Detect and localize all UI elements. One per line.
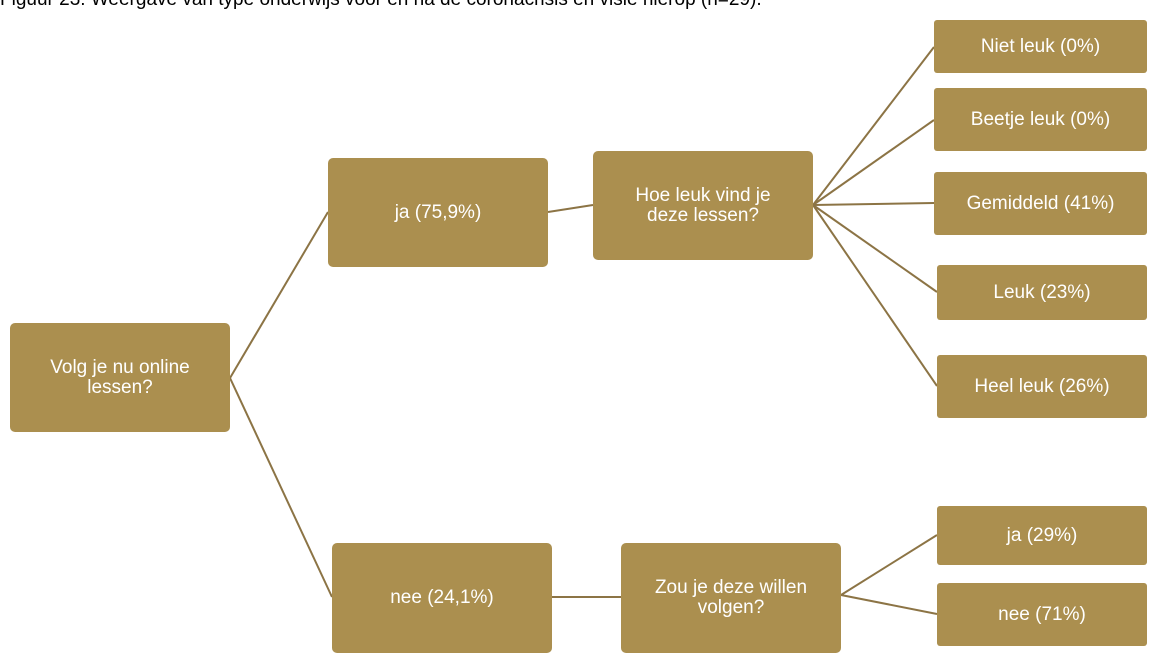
answer-node: ja (75,9%): [328, 158, 548, 267]
node-label: Hoe leuk vind je deze lessen?: [635, 184, 771, 226]
node-label: ja (75,9%): [394, 201, 482, 223]
leaf-node: Gemiddeld (41%): [934, 172, 1147, 235]
question-node: Hoe leuk vind je deze lessen?: [593, 151, 813, 260]
caption: Figuur 23: Weergave van type onderwijs v…: [0, 0, 762, 11]
connector: [840, 594, 938, 615]
node-label: Heel leuk (26%): [974, 375, 1110, 397]
connector: [812, 204, 938, 293]
leaf-node: Leuk (23%): [937, 265, 1147, 320]
connector: [840, 534, 938, 596]
node-label: Beetje leuk (0%): [970, 108, 1111, 130]
node-label: nee (24,1%): [390, 587, 494, 609]
leaf-node: Beetje leuk (0%): [934, 88, 1147, 151]
leaf-node: ja (29%): [937, 506, 1147, 565]
leaf-node: Niet leuk (0%): [934, 20, 1147, 73]
connector: [229, 377, 333, 598]
node-label: Volg je nu online lessen?: [50, 356, 190, 398]
connector: [547, 204, 594, 213]
node-label: Gemiddeld (41%): [966, 192, 1115, 214]
node-label: ja (29%): [1006, 524, 1078, 546]
connector: [812, 204, 938, 387]
connector: [812, 46, 935, 206]
leaf-node: Heel leuk (26%): [937, 355, 1147, 418]
answer-node: nee (24,1%): [332, 543, 552, 653]
connector: [812, 202, 935, 206]
node-label: Niet leuk (0%): [980, 35, 1101, 57]
question-node: Volg je nu online lessen?: [10, 323, 230, 432]
leaf-node: nee (71%): [937, 583, 1147, 646]
node-label: Leuk (23%): [993, 281, 1091, 303]
question-node: Zou je deze willen volgen?: [621, 543, 841, 653]
node-label: Zou je deze willen volgen?: [654, 577, 808, 618]
connector: [812, 119, 935, 206]
connector: [229, 211, 329, 379]
node-label: nee (71%): [998, 603, 1086, 625]
